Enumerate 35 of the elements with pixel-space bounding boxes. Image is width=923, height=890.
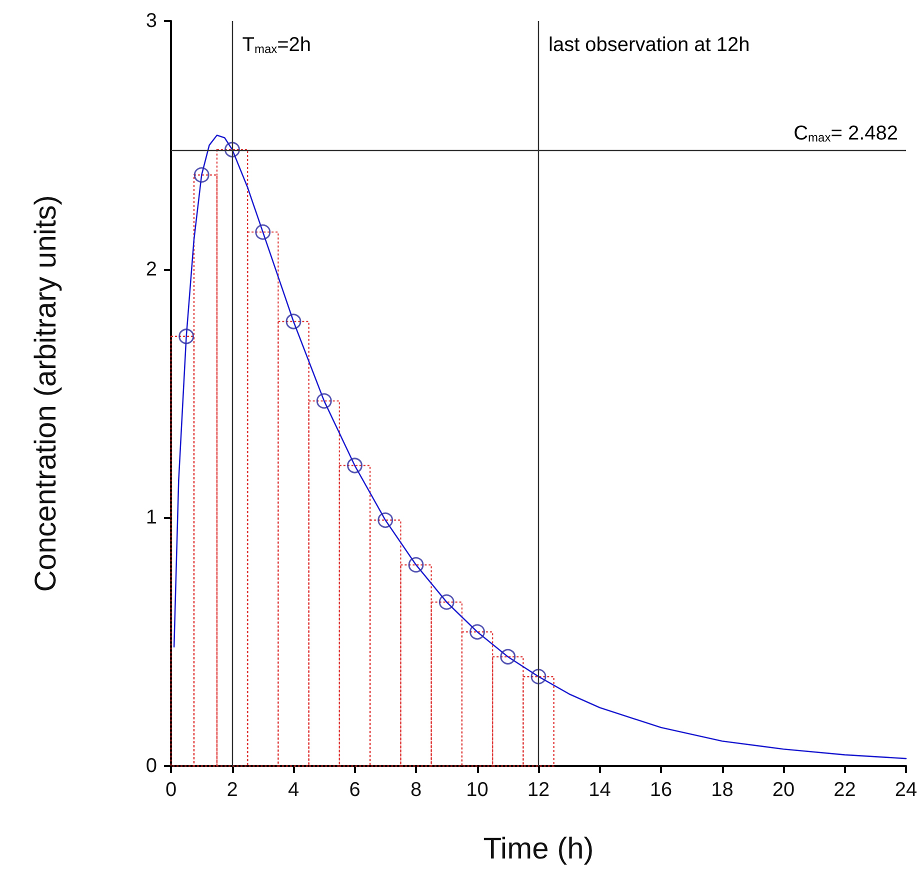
x-tick-label: 12	[527, 779, 550, 801]
point	[224, 142, 240, 158]
ref-line-label: Tmax=2h	[242, 34, 312, 56]
x-tick-label: 2	[226, 779, 238, 801]
x-tick-label: 10	[466, 779, 488, 801]
point	[530, 668, 546, 684]
x-tick-label: 20	[772, 779, 795, 801]
point	[316, 393, 332, 409]
x-tick-label: 18	[711, 779, 734, 801]
point	[408, 557, 424, 573]
x-tick-label: 24	[894, 779, 918, 801]
x-tick-label: 22	[834, 779, 856, 801]
x-tick-label: 8	[410, 779, 422, 801]
ref-line-label: Cmax= 2.482	[794, 122, 898, 145]
x-tick-label: 6	[349, 779, 360, 801]
point	[378, 512, 394, 528]
point	[470, 624, 485, 640]
point	[500, 648, 516, 664]
y-tick-label: 1	[146, 506, 157, 529]
point	[194, 167, 210, 183]
y-tick-label: 0	[146, 755, 157, 777]
y-tick-label: 3	[146, 10, 157, 32]
x-axis-title: Time (h)	[483, 832, 594, 866]
ref-line-label: last observation at 12h	[548, 34, 750, 56]
point	[178, 328, 194, 344]
x-tick-label: 16	[650, 779, 672, 801]
point	[347, 458, 362, 474]
x-tick-label: 0	[165, 779, 177, 801]
y-axis-title: Concentration (arbitrary units)	[30, 195, 62, 592]
x-tick-label: 14	[588, 779, 611, 801]
x-tick-label: 4	[288, 779, 300, 801]
point	[255, 224, 271, 240]
point	[286, 314, 302, 330]
y-tick-label: 2	[146, 258, 157, 280]
point	[438, 594, 454, 610]
